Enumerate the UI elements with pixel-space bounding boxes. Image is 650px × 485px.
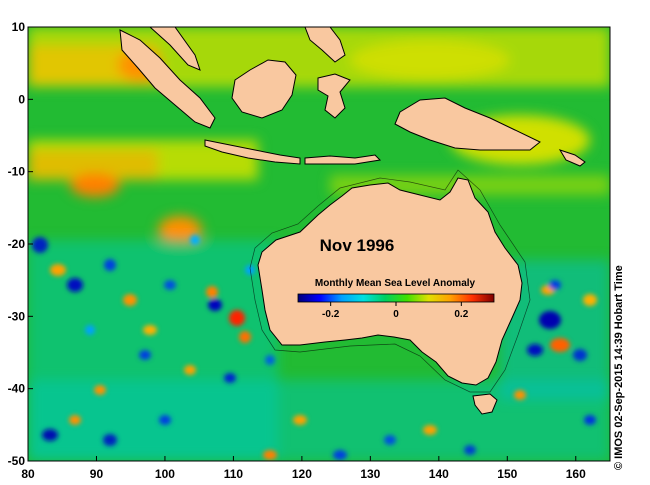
- shelf-contour: [249, 169, 531, 393]
- y-tick-label: 0: [18, 92, 25, 106]
- tasmania-land: [472, 393, 498, 415]
- colorbar-gradient: [297, 293, 495, 303]
- sulawesi-land: [317, 73, 351, 119]
- y-tick-label: 10: [12, 20, 26, 34]
- y-tick-label: -10: [8, 165, 26, 179]
- borneo-land: [231, 59, 297, 119]
- x-tick-label: 100: [155, 467, 175, 481]
- map-title: Nov 1996: [320, 236, 395, 255]
- land-masses: [119, 27, 586, 415]
- x-tick-label: 90: [90, 467, 104, 481]
- colorbar-ticks: -0.2 0 0.2: [322, 302, 469, 320]
- x-tick-label: 130: [360, 467, 380, 481]
- colorbar-tick-label: -0.2: [322, 309, 340, 320]
- solomon-islands: [558, 149, 586, 167]
- x-tick-label: 140: [429, 467, 449, 481]
- anomaly-eddies: [32, 235, 597, 460]
- colorbar: Monthly Mean Sea Level Anomaly -0.2 0 0.2: [297, 278, 495, 320]
- x-tick-label: 110: [224, 467, 244, 481]
- credit-text: © IMOS 02-Sep-2015 14:39 Hobart Time: [613, 265, 625, 470]
- y-tick-label: -30: [8, 309, 26, 323]
- y-tick-label: -20: [8, 237, 26, 251]
- x-tick-label: 80: [21, 467, 35, 481]
- australia-land: [257, 177, 523, 386]
- malay-peninsula-land: [149, 27, 201, 71]
- x-tick-label: 150: [497, 467, 517, 481]
- plot-area: [28, 27, 610, 461]
- colorbar-title: Monthly Mean Sea Level Anomaly: [315, 278, 476, 289]
- new-guinea-land: [394, 97, 541, 151]
- y-tick-label: -40: [8, 382, 26, 396]
- lesser-sunda-islands: [304, 154, 382, 165]
- philippines-land: [304, 27, 346, 63]
- y-tick-label: -50: [8, 454, 26, 468]
- x-tick-label: 160: [566, 467, 586, 481]
- java-land: [204, 139, 301, 165]
- y-axis: 10 0 -10 -20 -30 -40 -50: [8, 20, 33, 468]
- x-tick-label: 120: [292, 467, 312, 481]
- colorbar-tick-label: 0: [393, 309, 399, 320]
- colorbar-tick-label: 0.2: [454, 309, 468, 320]
- sumatra-land: [119, 29, 216, 129]
- x-axis: 80 90 100 110 120 130 140 150 160: [21, 456, 586, 481]
